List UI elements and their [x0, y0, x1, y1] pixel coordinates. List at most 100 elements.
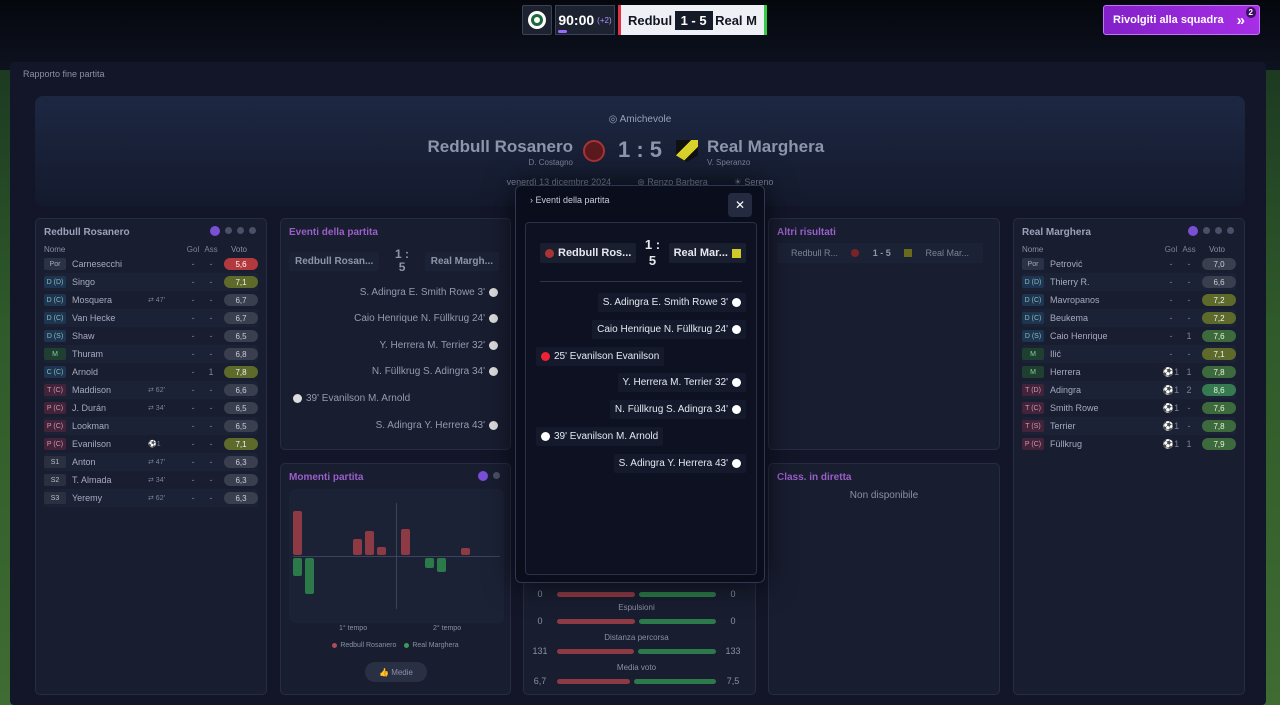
- modal-home-team[interactable]: Redbull Ros...: [540, 243, 637, 263]
- player-row[interactable]: C (C) Arnold - 1 7,8: [44, 363, 258, 381]
- position-badge: P (C): [44, 420, 66, 432]
- goals: -: [191, 403, 195, 413]
- player-row[interactable]: Por Carnesecchi - - 5,6: [44, 255, 258, 273]
- modal-away-team[interactable]: Real Mar...: [668, 243, 746, 263]
- home-team-header[interactable]: Redbull Rosanero D. Costagno: [428, 137, 573, 167]
- stat-home: 131: [532, 646, 548, 656]
- player-row[interactable]: Por Petrović - - 7,0: [1022, 255, 1236, 273]
- player-row[interactable]: P (C) Lookman - - 6,5: [44, 417, 258, 435]
- live-table-title: Class. in diretta: [777, 472, 852, 483]
- position-badge: D (C): [1022, 294, 1044, 306]
- assists: -: [209, 331, 213, 341]
- player-row[interactable]: S1 Anton ⇄ 47' - - 6,3: [44, 453, 258, 471]
- player-row[interactable]: S3 Yeremy ⇄ 62' - - 6,3: [44, 489, 258, 507]
- player-row[interactable]: T (C) Smith Rowe ⚽1- 7,6: [1022, 399, 1236, 417]
- player-row[interactable]: D (C) Mosquera ⇄ 47' - - 6,7: [44, 291, 258, 309]
- away-player-table: Nome Gol Ass Voto Por Petrović - - 7,0 D (D) T…: [1022, 243, 1236, 453]
- assists: -: [1187, 259, 1191, 269]
- assists: -: [209, 349, 213, 359]
- events-home-team: Redbull Rosan...: [289, 251, 380, 271]
- legend-home: Redbull Rosanero: [332, 642, 396, 649]
- position-badge: M: [44, 348, 66, 360]
- player-row[interactable]: S2 T. Almada ⇄ 34' - - 6,3: [44, 471, 258, 489]
- player-row[interactable]: M Thuram - - 6,8: [44, 345, 258, 363]
- stat-bar-away: [637, 648, 716, 654]
- goal-icon: [489, 420, 498, 430]
- goals: -: [191, 277, 195, 287]
- away-crest-icon: [676, 140, 698, 162]
- player-name: Herrera: [1050, 367, 1081, 377]
- thumb-icon: 👍: [379, 667, 392, 677]
- added-time: (+2): [597, 15, 612, 25]
- player-row[interactable]: D (C) Mavropanos - - 7,2: [1022, 291, 1236, 309]
- breadcrumb: Rapporto fine partita: [23, 69, 105, 79]
- player-row[interactable]: M Ilić - - 7,1: [1022, 345, 1236, 363]
- live-table-empty: Non disponibile: [849, 490, 919, 501]
- away-panel-pager[interactable]: [1188, 226, 1234, 236]
- live-table-panel: Class. in diretta Non disponibile: [768, 463, 1000, 695]
- player-row[interactable]: T (S) Terrier ⚽1- 7,8: [1022, 417, 1236, 435]
- other-results-panel: Altri risultati Redbull R... 1 - 5 Real …: [768, 218, 1000, 450]
- player-row[interactable]: M Herrera ⚽1 1 7,8: [1022, 363, 1236, 381]
- assists: -: [209, 475, 213, 485]
- modal-content: Redbull Ros... 1 :5 Real Mar... S. Ading…: [525, 222, 757, 575]
- result-row[interactable]: Redbull R... 1 - 5 Real Mar...: [777, 243, 983, 263]
- player-row[interactable]: D (S) Shaw - - 6,5: [44, 327, 258, 345]
- close-button[interactable]: ✕: [728, 193, 752, 217]
- hud-scoreboard: Redbul 1 - 5 Real M: [618, 5, 767, 35]
- player-row[interactable]: D (D) Thierry R. - - 6,6: [1022, 273, 1236, 291]
- stat-bar-away: [638, 618, 716, 624]
- stat-label: Espulsioni: [618, 603, 655, 612]
- player-row[interactable]: P (C) Evanilson ⚽1 - - 7,1: [44, 435, 258, 453]
- modal-score: 1 :5: [644, 237, 661, 268]
- position-badge: Por: [44, 258, 66, 270]
- result-home-crest-icon: [851, 249, 860, 257]
- momentum-bar-away: [437, 558, 446, 572]
- panel-pager[interactable]: [210, 226, 256, 236]
- momentum-bar-home: [377, 547, 386, 555]
- player-row[interactable]: P (C) J. Durán ⇄ 34' - - 6,5: [44, 399, 258, 417]
- goals: -: [191, 457, 195, 467]
- notification-badge: 2: [1245, 7, 1256, 18]
- player-row[interactable]: D (C) Beukema - - 7,2: [1022, 309, 1236, 327]
- away-players-panel: Real Marghera Nome Gol Ass Voto Por Petro…: [1013, 218, 1245, 695]
- half-divider: [396, 503, 397, 609]
- substitution-info: ⇄ 34': [148, 405, 165, 412]
- player-name: Van Hecke: [72, 313, 116, 323]
- moments-panel: Momenti partita 1° tempo 2° tempo Redbul…: [280, 463, 511, 695]
- player-name: Yeremy: [72, 493, 103, 503]
- player-row[interactable]: D (C) Van Hecke - - 6,7: [44, 309, 258, 327]
- back-to-team-button[interactable]: Rivolgiti alla squadra 2 »: [1103, 5, 1260, 35]
- assists: 1: [1186, 367, 1192, 377]
- player-row[interactable]: P (C) Füllkrug ⚽1 1 7,9: [1022, 435, 1236, 453]
- red-card-icon: [541, 351, 550, 361]
- league-crest-icon: [522, 5, 552, 35]
- player-row[interactable]: T (C) Maddison ⇄ 62' - - 6,6: [44, 381, 258, 399]
- assists: -: [209, 259, 213, 269]
- player-name: Carnesecchi: [72, 259, 123, 269]
- away-team-header[interactable]: Real Marghera V. Speranzo: [707, 137, 824, 167]
- averages-button[interactable]: 👍 Medie: [365, 662, 427, 682]
- home-crest-icon: [583, 140, 605, 162]
- match-hud: 90:00 (+2) Redbul 1 - 5 Real M: [522, 5, 767, 35]
- momentum-bar-home: [401, 529, 410, 555]
- player-row[interactable]: T (D) Adingra ⚽1 2 8,6: [1022, 381, 1236, 399]
- rating-badge: 7,8: [1202, 420, 1236, 432]
- player-name: Thierry R.: [1050, 277, 1090, 287]
- goals: -: [191, 331, 195, 341]
- assists: -: [209, 421, 213, 431]
- rating-badge: 6,7: [224, 294, 258, 306]
- rating-badge: 7,9: [1202, 438, 1236, 450]
- goal-icon: [489, 287, 498, 297]
- assists: -: [1187, 313, 1191, 323]
- position-badge: D (S): [44, 330, 66, 342]
- player-row[interactable]: D (D) Singo - - 7,1: [44, 273, 258, 291]
- player-name: Anton: [72, 457, 96, 467]
- home-panel-title: Redbull Rosanero: [44, 227, 130, 238]
- moments-pager[interactable]: [478, 471, 500, 481]
- player-row[interactable]: D (S) Caio Henrique - 1 7,6: [1022, 327, 1236, 345]
- rating-badge: 6,3: [224, 492, 258, 504]
- rating-badge: 7,1: [224, 276, 258, 288]
- rating-badge: 6,3: [224, 474, 258, 486]
- substitution-info: ⇄ 47': [148, 297, 165, 304]
